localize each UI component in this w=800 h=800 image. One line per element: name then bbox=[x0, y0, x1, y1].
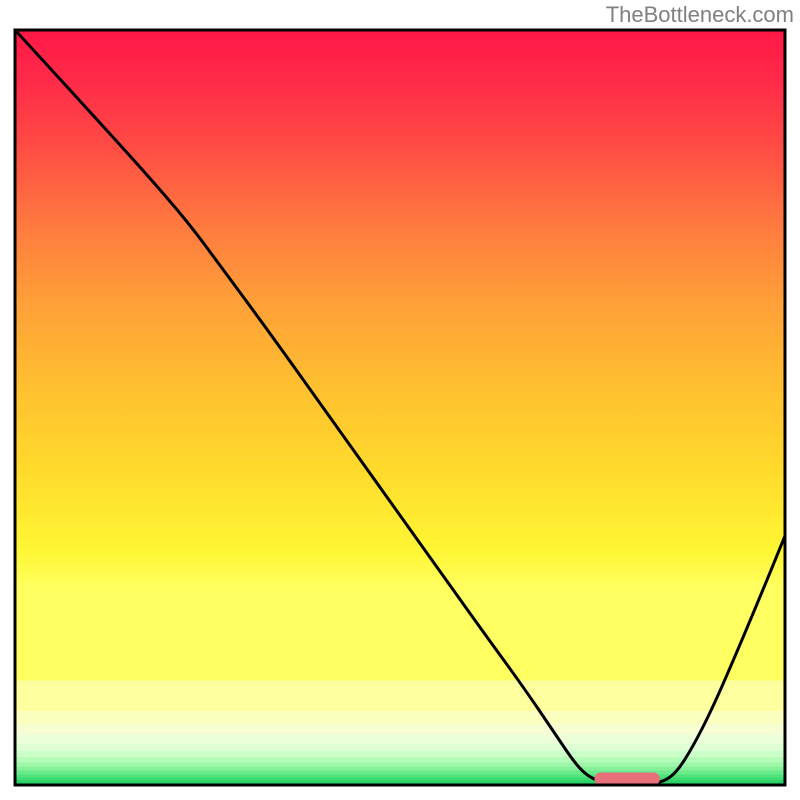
chart-container: TheBottleneck.com bbox=[0, 0, 800, 800]
bottleneck-chart bbox=[0, 0, 800, 800]
watermark-text: TheBottleneck.com bbox=[606, 2, 794, 28]
